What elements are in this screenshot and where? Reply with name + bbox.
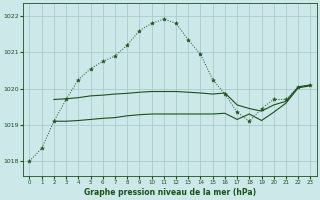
- X-axis label: Graphe pression niveau de la mer (hPa): Graphe pression niveau de la mer (hPa): [84, 188, 256, 197]
